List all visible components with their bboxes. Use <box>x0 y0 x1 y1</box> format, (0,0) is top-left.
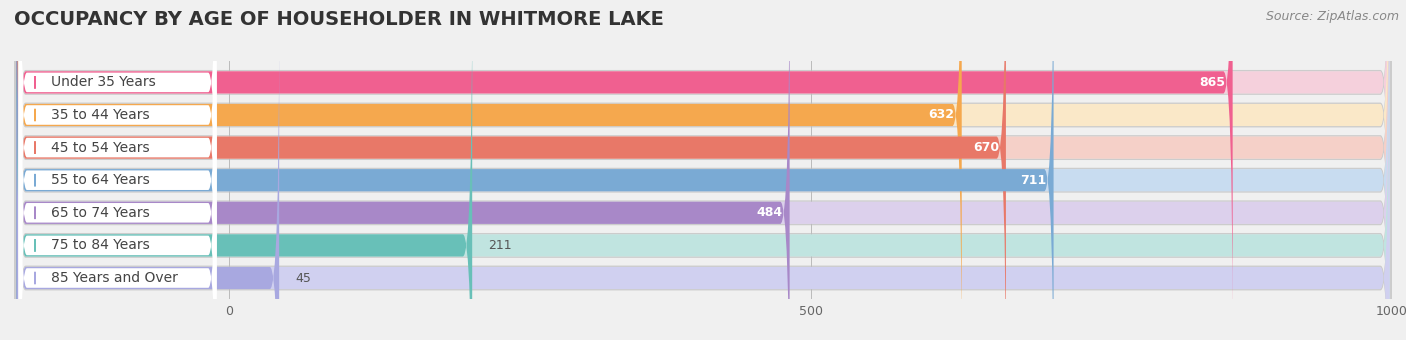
FancyBboxPatch shape <box>18 0 217 340</box>
Text: Source: ZipAtlas.com: Source: ZipAtlas.com <box>1265 10 1399 23</box>
FancyBboxPatch shape <box>17 28 280 340</box>
FancyBboxPatch shape <box>18 27 217 340</box>
Text: 865: 865 <box>1199 76 1226 89</box>
FancyBboxPatch shape <box>15 0 1391 340</box>
FancyBboxPatch shape <box>15 0 1391 340</box>
Text: 75 to 84 Years: 75 to 84 Years <box>51 238 150 252</box>
Text: 45: 45 <box>295 272 311 285</box>
FancyBboxPatch shape <box>17 0 1005 340</box>
FancyBboxPatch shape <box>17 0 1389 340</box>
Text: 85 Years and Over: 85 Years and Over <box>51 271 179 285</box>
Text: 711: 711 <box>1021 174 1046 187</box>
FancyBboxPatch shape <box>15 0 1391 340</box>
FancyBboxPatch shape <box>17 0 1389 340</box>
Text: 65 to 74 Years: 65 to 74 Years <box>51 206 150 220</box>
FancyBboxPatch shape <box>17 28 1389 340</box>
Text: 670: 670 <box>973 141 998 154</box>
FancyBboxPatch shape <box>15 0 1391 340</box>
FancyBboxPatch shape <box>17 0 790 340</box>
FancyBboxPatch shape <box>15 0 1391 340</box>
Text: Under 35 Years: Under 35 Years <box>51 75 156 89</box>
Text: 484: 484 <box>756 206 783 219</box>
FancyBboxPatch shape <box>18 59 217 340</box>
Text: 211: 211 <box>488 239 512 252</box>
FancyBboxPatch shape <box>15 0 1391 340</box>
FancyBboxPatch shape <box>18 0 217 340</box>
FancyBboxPatch shape <box>17 0 1389 340</box>
FancyBboxPatch shape <box>18 0 217 334</box>
Text: OCCUPANCY BY AGE OF HOUSEHOLDER IN WHITMORE LAKE: OCCUPANCY BY AGE OF HOUSEHOLDER IN WHITM… <box>14 10 664 29</box>
FancyBboxPatch shape <box>15 0 1391 340</box>
FancyBboxPatch shape <box>17 0 1053 340</box>
FancyBboxPatch shape <box>17 0 962 340</box>
Text: 55 to 64 Years: 55 to 64 Years <box>51 173 150 187</box>
FancyBboxPatch shape <box>17 0 1389 340</box>
Text: 35 to 44 Years: 35 to 44 Years <box>51 108 150 122</box>
FancyBboxPatch shape <box>17 0 1233 332</box>
FancyBboxPatch shape <box>18 0 217 301</box>
FancyBboxPatch shape <box>17 0 1389 332</box>
Text: 632: 632 <box>929 108 955 121</box>
FancyBboxPatch shape <box>18 0 217 340</box>
FancyBboxPatch shape <box>17 0 1389 340</box>
FancyBboxPatch shape <box>17 0 472 340</box>
Text: 45 to 54 Years: 45 to 54 Years <box>51 141 150 155</box>
